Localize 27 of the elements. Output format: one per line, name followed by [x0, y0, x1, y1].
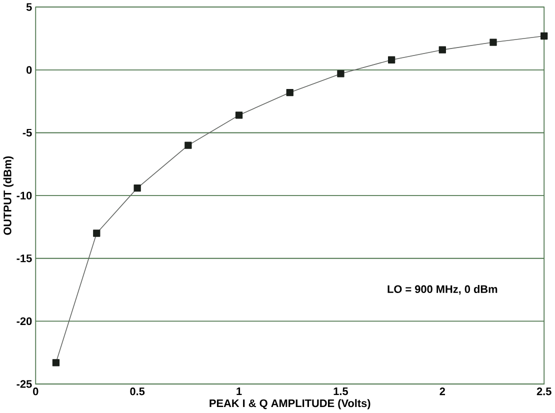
point [337, 70, 344, 78]
y-tick-label: -25 [16, 380, 32, 388]
y-tick-label: -10 [16, 192, 32, 200]
y-axis-title: OUTPUT (dBm) [3, 156, 14, 236]
point [490, 38, 497, 46]
point [134, 184, 141, 192]
point [235, 112, 243, 119]
y-tick-label: -5 [22, 129, 32, 137]
y-tick-label: -15 [16, 254, 32, 262]
x-axis-title: PEAK I & Q AMPLITUDE (Volts) [210, 399, 370, 410]
x-tick-label: 2.5 [536, 388, 552, 396]
x-tick-label: 2 [440, 388, 445, 396]
x-tick-label: 0 [33, 388, 38, 396]
point [286, 89, 294, 96]
y-tick-label: 0 [26, 66, 32, 74]
annotation: LO = 900 MHz, 0 dBm [388, 285, 498, 295]
x-tick-label: 1 [236, 388, 242, 396]
point [52, 359, 60, 366]
x-tick-label: 0.5 [130, 388, 145, 396]
point [438, 46, 446, 54]
y-tick-label: 5 [26, 4, 32, 12]
point [93, 230, 100, 238]
point [388, 56, 396, 64]
point [184, 142, 192, 150]
x-tick-label: 1.5 [334, 388, 348, 396]
y-tick-label: -20 [16, 318, 32, 326]
point [540, 32, 548, 40]
